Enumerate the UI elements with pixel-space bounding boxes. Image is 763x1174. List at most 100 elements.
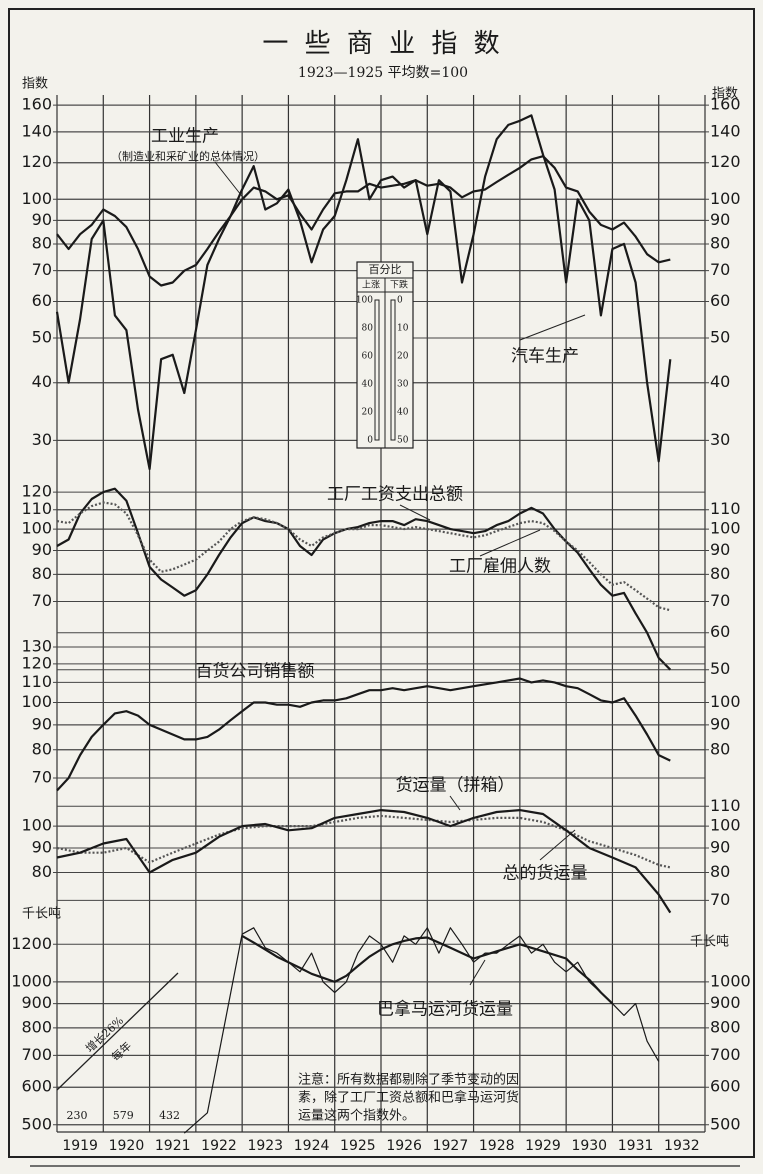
- x-tick-label: 1931: [618, 1138, 654, 1154]
- y2-tick-label: 100: [710, 189, 741, 208]
- y-axis-label: 千长吨: [22, 907, 61, 922]
- y-tick-label: 50: [32, 328, 52, 347]
- series-line: [55, 114, 672, 471]
- annual-value: 579: [113, 1109, 134, 1122]
- leader-line: [214, 161, 246, 201]
- y-tick-label: 40: [32, 372, 52, 391]
- series-line: [56, 487, 672, 671]
- y-tick-label: 80: [32, 564, 52, 583]
- y2-tick-label: 140: [710, 121, 741, 140]
- y2-tick-label: 40: [710, 372, 730, 391]
- x-tick-label: 1926: [386, 1138, 422, 1154]
- y2-tick-label: 120: [710, 152, 741, 171]
- series-label: 巴拿马运河货运量: [377, 999, 513, 1020]
- y-tick-label: 80: [32, 862, 52, 881]
- y2-tick-label: 110: [710, 796, 741, 815]
- y2-tick-label: 1000: [710, 971, 751, 990]
- y-tick-label: 70: [32, 591, 52, 610]
- y2-tick-label: 30: [710, 430, 730, 449]
- y-tick-label: 100: [21, 816, 52, 835]
- inset-bar: [374, 299, 380, 441]
- x-tick-label: 1930: [571, 1138, 607, 1154]
- series-label: 总的货运量: [503, 864, 588, 884]
- y2-tick-label: 160: [710, 95, 741, 114]
- note-line: 运量这两个指数外。: [298, 1108, 415, 1124]
- note-line: 注意：所有数据都剔除了季节变动的因: [298, 1072, 519, 1088]
- y2-tick-label: 600: [710, 1077, 741, 1096]
- series-line: [56, 501, 671, 612]
- growth-label: 每年: [108, 1039, 134, 1064]
- y2-tick-label: 90: [710, 838, 730, 857]
- growth-line: [56, 972, 179, 1091]
- y2-tick-label: 80: [710, 862, 730, 881]
- series-line: [56, 677, 671, 792]
- y-axis-label: 指数: [22, 77, 48, 92]
- y2-tick-label: 800: [710, 1017, 741, 1036]
- inset-scale: 20: [397, 352, 409, 362]
- y-tick-label: 120: [21, 482, 52, 501]
- x-tick-label: 1928: [479, 1138, 515, 1154]
- y2-tick-label: 90: [710, 210, 730, 229]
- leader-line: [449, 795, 461, 811]
- y2-tick-label: 80: [710, 739, 730, 758]
- inset-scale: 0: [367, 436, 373, 446]
- series-label: 工业生产: [151, 127, 219, 147]
- inset-scale: 100: [356, 296, 373, 306]
- y2-tick-label: 500: [710, 1114, 741, 1133]
- x-tick-label: 1924: [294, 1138, 330, 1154]
- x-tick-label: 1921: [155, 1138, 191, 1154]
- inset-scale: 50: [397, 436, 409, 446]
- y2-tick-label: 100: [710, 692, 741, 711]
- series-label: 工厂雇佣人数: [449, 557, 551, 577]
- leader-line: [479, 529, 541, 557]
- x-tick-label: 1919: [62, 1138, 98, 1154]
- y-tick-label: 600: [21, 1077, 52, 1096]
- annual-value: 230: [67, 1109, 88, 1122]
- series-line: [56, 155, 671, 287]
- y2-tick-label: 100: [710, 816, 741, 835]
- y2-axis-label: 指数: [712, 87, 738, 102]
- series-sublabel: （制造业和采矿业的总体情况）: [111, 149, 265, 163]
- leader-line: [519, 314, 586, 341]
- y-tick-label: 700: [21, 1045, 52, 1064]
- y2-axis-label: 千长吨: [690, 935, 729, 950]
- note-line: 素，除了工厂工资总额和巴拿马运河货: [298, 1090, 519, 1106]
- y-tick-label: 30: [32, 430, 52, 449]
- y-tick-label: 80: [32, 739, 52, 758]
- x-tick-label: 1927: [433, 1138, 469, 1154]
- y2-tick-label: 70: [710, 591, 730, 610]
- series-line: [56, 809, 672, 914]
- y-tick-label: 500: [21, 1114, 52, 1133]
- y-tick-label: 160: [21, 95, 52, 114]
- y-tick-label: 110: [21, 499, 52, 518]
- x-tick-label: 1932: [664, 1138, 700, 1154]
- chart-subtitle: 1923—1925 平均数=100: [298, 65, 468, 81]
- series-label: 工厂工资支出总额: [327, 485, 463, 505]
- y2-tick-label: 700: [710, 1045, 741, 1064]
- y2-tick-label: 60: [710, 622, 730, 641]
- y2-tick-label: 70: [710, 890, 730, 909]
- annual-value: 432: [159, 1109, 180, 1122]
- inset-scale: 20: [362, 408, 374, 418]
- y2-tick-label: 80: [710, 233, 730, 252]
- y-tick-label: 1000: [11, 971, 52, 990]
- y-tick-label: 140: [21, 121, 52, 140]
- y2-tick-label: 90: [710, 714, 730, 733]
- inset-scale: 30: [397, 380, 409, 390]
- y2-tick-label: 80: [710, 564, 730, 583]
- x-tick-label: 1920: [109, 1138, 145, 1154]
- y-tick-label: 100: [21, 189, 52, 208]
- y-tick-label: 800: [21, 1017, 52, 1036]
- y2-tick-label: 50: [710, 328, 730, 347]
- y2-tick-label: 60: [710, 291, 730, 310]
- inset-bar: [390, 299, 396, 441]
- inset-scale: 0: [397, 296, 403, 306]
- inset-header: 下跌: [390, 280, 408, 291]
- x-tick-label: 1929: [525, 1138, 561, 1154]
- x-tick-label: 1925: [340, 1138, 376, 1154]
- leader-line: [399, 504, 431, 521]
- y-tick-label: 100: [21, 519, 52, 538]
- y-tick-label: 900: [21, 993, 52, 1012]
